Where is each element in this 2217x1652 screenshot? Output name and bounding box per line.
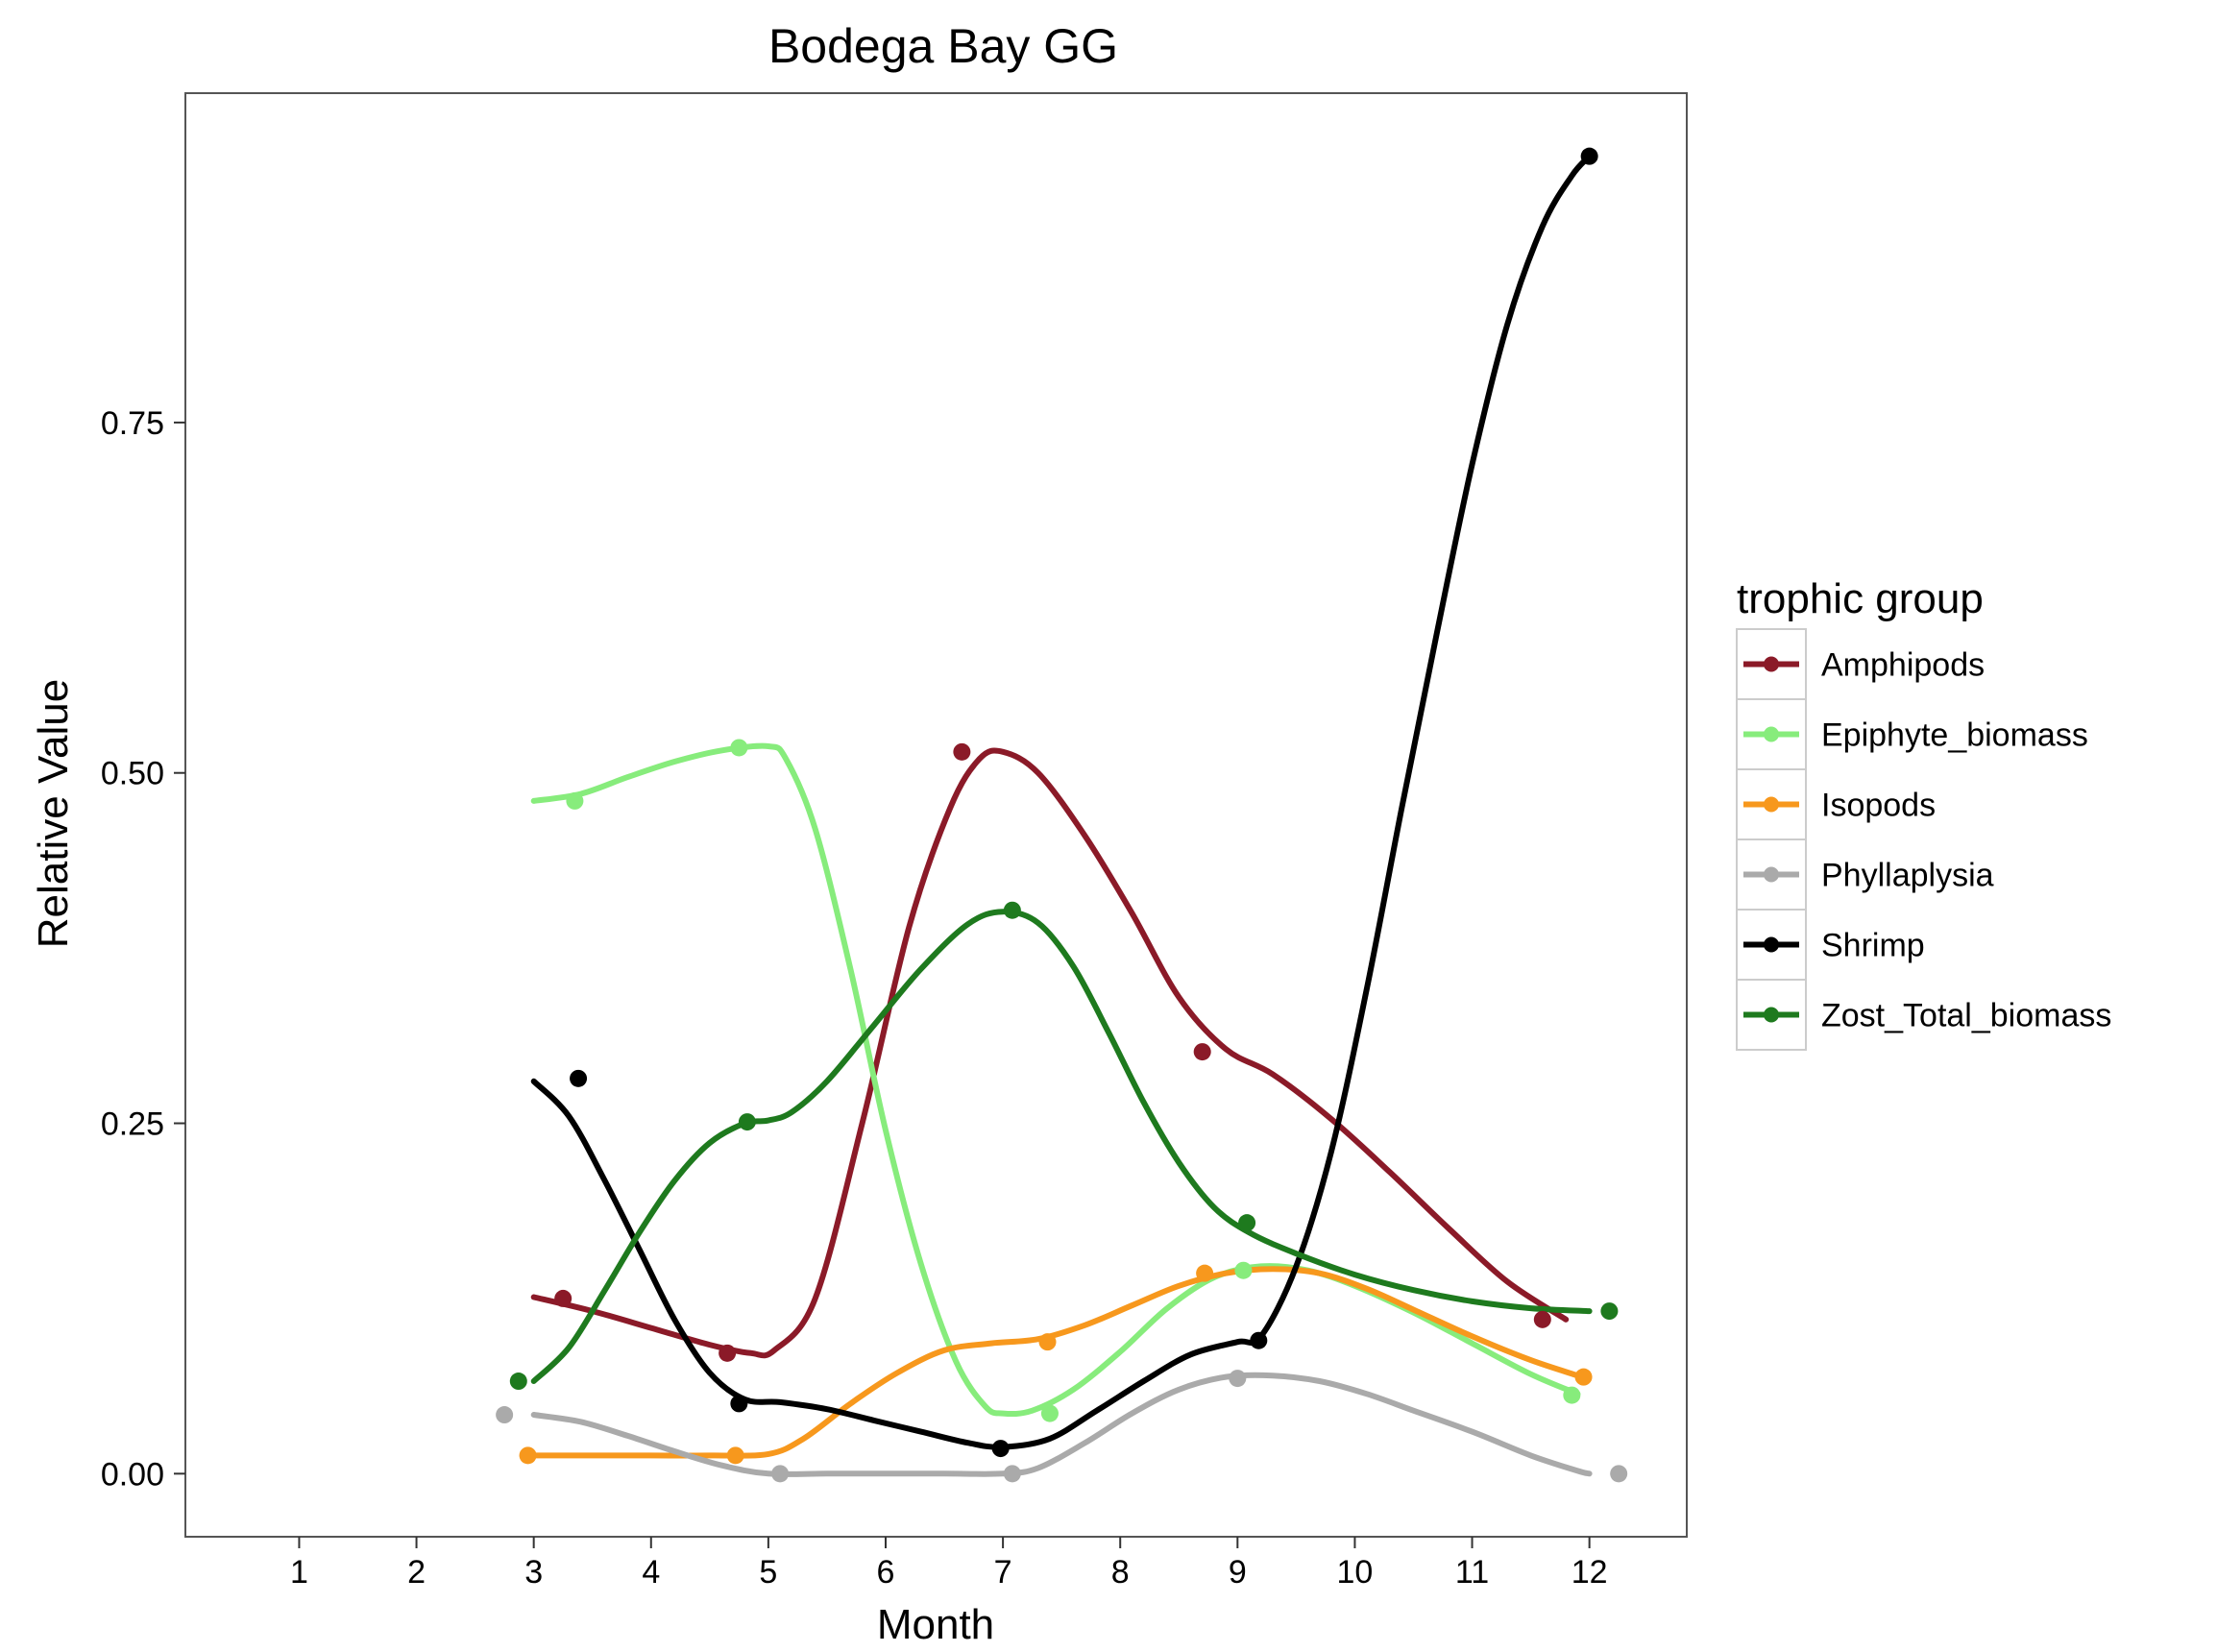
legend-label: Epiphyte_biomass (1821, 717, 2088, 754)
data-point-shrimp (991, 1440, 1010, 1458)
legend-key-point (1764, 936, 1779, 953)
legend-label: Isopods (1821, 788, 1936, 824)
data-point-shrimp (1580, 147, 1598, 165)
x-tick-label: 3 (524, 1554, 543, 1591)
data-point-phyllaplysia (1003, 1465, 1021, 1483)
data-point-zost-total-biomass (738, 1113, 756, 1131)
data-point-zost-total-biomass (1238, 1214, 1256, 1232)
legend-items: Amphipods Epiphyte_biomass Isopods Phyllapl… (1736, 628, 2111, 1051)
legend-key-point (1764, 726, 1779, 742)
x-tick-label: 11 (1455, 1554, 1489, 1591)
legend-item-phyllaplysia: Phyllaplysia (1736, 838, 1994, 911)
legend-label: Shrimp (1821, 928, 1925, 964)
x-tick-label: 10 (1337, 1554, 1374, 1591)
series-line-phyllaplysia (530, 1372, 1593, 1477)
x-tick-label: 2 (407, 1554, 426, 1591)
legend-key-point (1764, 656, 1779, 672)
x-tick-label: 1 (290, 1554, 308, 1591)
legend-item-shrimp: Shrimp (1736, 909, 1925, 981)
data-point-epiphyte-biomass (566, 791, 584, 810)
data-point-epiphyte-biomass (1040, 1404, 1059, 1422)
series-line-zost-total-biomass (530, 909, 1593, 1384)
y-tick-label: 0.50 (101, 756, 164, 792)
data-point-amphipods (953, 742, 971, 761)
x-tick-label: 5 (759, 1554, 777, 1591)
legend-item-epiphyte-biomass: Epiphyte_biomass (1736, 698, 2088, 770)
x-axis-title: Month (877, 1601, 994, 1648)
y-tick-label: 0.25 (101, 1106, 164, 1143)
data-point-amphipods (554, 1289, 573, 1307)
data-point-shrimp (730, 1395, 748, 1413)
data-point-zost-total-biomass (1003, 901, 1021, 919)
data-point-isopods (519, 1446, 537, 1465)
y-axis: 0.00 0.25 0.50 0.75 (101, 405, 185, 1493)
legend-key-point (1764, 796, 1779, 813)
series-points (496, 147, 1628, 1483)
x-tick-label: 8 (1111, 1554, 1130, 1591)
legend-item-zost-total-biomass: Zost_Total_biomass (1736, 979, 2111, 1051)
data-point-epiphyte-biomass (730, 739, 748, 757)
legend: trophic group Amphipods Epiphyte_biomass I… (1736, 575, 2111, 1051)
data-point-isopods (726, 1446, 744, 1465)
legend-title: trophic group (1737, 575, 1984, 622)
y-axis-title: Relative Value (30, 679, 77, 948)
data-point-isopods (1574, 1368, 1593, 1386)
data-point-phyllaplysia (496, 1406, 514, 1424)
y-tick-label: 0.00 (101, 1456, 164, 1493)
x-axis: 1 2 3 4 5 6 7 8 9 10 11 12 (290, 1537, 1608, 1591)
x-tick-label: 12 (1571, 1554, 1608, 1591)
chart-title: Bodega Bay GG (768, 19, 1118, 73)
data-point-amphipods (1193, 1043, 1211, 1061)
legend-label: Amphipods (1821, 647, 1985, 684)
data-point-zost-total-biomass (509, 1373, 527, 1391)
y-tick-label: 0.75 (101, 405, 164, 442)
data-point-amphipods (719, 1344, 737, 1362)
plot-panel (184, 92, 1688, 1538)
data-point-epiphyte-biomass (1234, 1261, 1253, 1279)
data-point-shrimp (1250, 1331, 1268, 1349)
data-point-isopods (1196, 1264, 1214, 1282)
legend-key-point (1764, 1007, 1779, 1023)
x-tick-label: 4 (642, 1554, 660, 1591)
legend-label: Zost_Total_biomass (1821, 998, 2111, 1034)
series-line-shrimp (530, 153, 1593, 1450)
data-point-epiphyte-biomass (1563, 1386, 1581, 1404)
data-point-zost-total-biomass (1600, 1302, 1619, 1321)
x-tick-label: 9 (1229, 1554, 1247, 1591)
data-point-amphipods (1533, 1310, 1551, 1328)
data-point-isopods (1038, 1333, 1057, 1351)
legend-item-amphipods: Amphipods (1736, 628, 1985, 700)
data-point-shrimp (570, 1069, 588, 1087)
x-tick-label: 6 (877, 1554, 895, 1591)
data-point-phyllaplysia (771, 1465, 790, 1483)
data-point-phyllaplysia (1229, 1370, 1247, 1388)
data-point-phyllaplysia (1610, 1465, 1628, 1483)
legend-item-isopods: Isopods (1736, 768, 1936, 840)
x-tick-label: 7 (994, 1554, 1012, 1591)
legend-key-point (1764, 866, 1779, 883)
legend-label: Phyllaplysia (1821, 858, 1994, 894)
series-line-amphipods (530, 747, 1570, 1359)
